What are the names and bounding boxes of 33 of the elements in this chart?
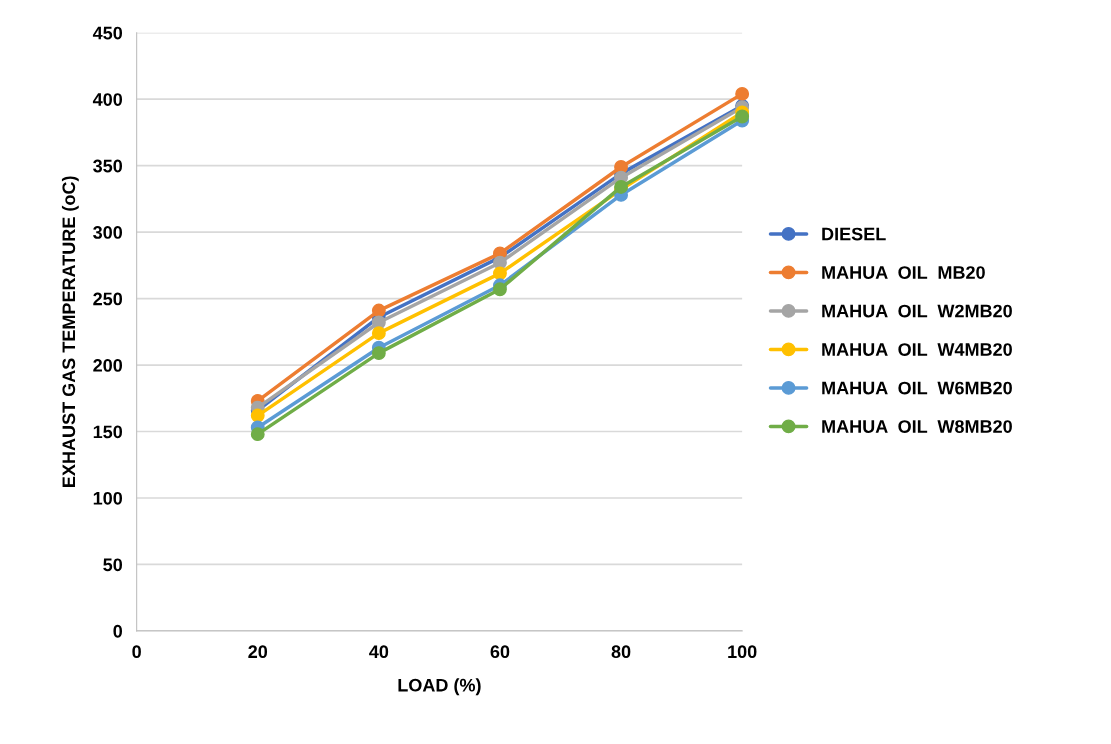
legend-label: MAHUA OIL W8MB20: [822, 420, 1012, 433]
point: [735, 86, 750, 101]
point: [250, 427, 265, 442]
point: [371, 303, 386, 318]
y-tick-label: 300: [93, 226, 123, 239]
point: [371, 346, 386, 361]
x-tick-label: 60: [490, 645, 510, 659]
x-axis-title: LOAD (%): [398, 678, 481, 696]
y-tick-label: 400: [92, 93, 123, 106]
legend-label: MAHUA OIL W2MB20: [822, 304, 1012, 318]
y-tick-label: 250: [93, 292, 123, 306]
x-tick-label: 20: [248, 645, 268, 659]
y-tick-label: 50: [103, 558, 123, 572]
y-tick-label: 150: [93, 425, 123, 439]
point: [493, 266, 507, 281]
y-tick-label: 200: [93, 358, 123, 372]
y-axis-title: EXHAUST GAS TEMPERATURE (oC): [61, 176, 79, 487]
legend-label: DIESEL: [822, 227, 886, 241]
legend-label: MAHUA OIL W4MB20: [822, 343, 1012, 356]
point: [493, 282, 507, 297]
x-tick-label: 0: [132, 645, 141, 659]
x-tick-label: 100: [728, 645, 757, 659]
y-tick-label: 350: [93, 159, 123, 173]
y-tick-label: 450: [92, 26, 123, 40]
point: [735, 109, 750, 124]
x-tick-label: 40: [369, 645, 389, 659]
x-tick-label: 80: [611, 645, 631, 659]
point: [371, 326, 386, 341]
y-tick-label: 0: [113, 624, 123, 638]
point: [250, 408, 265, 423]
y-tick-label: 100: [93, 491, 123, 505]
legend-label: MAHUA OIL MB20: [822, 266, 985, 279]
legend-label: MAHUA OIL W6MB20: [822, 381, 1012, 395]
